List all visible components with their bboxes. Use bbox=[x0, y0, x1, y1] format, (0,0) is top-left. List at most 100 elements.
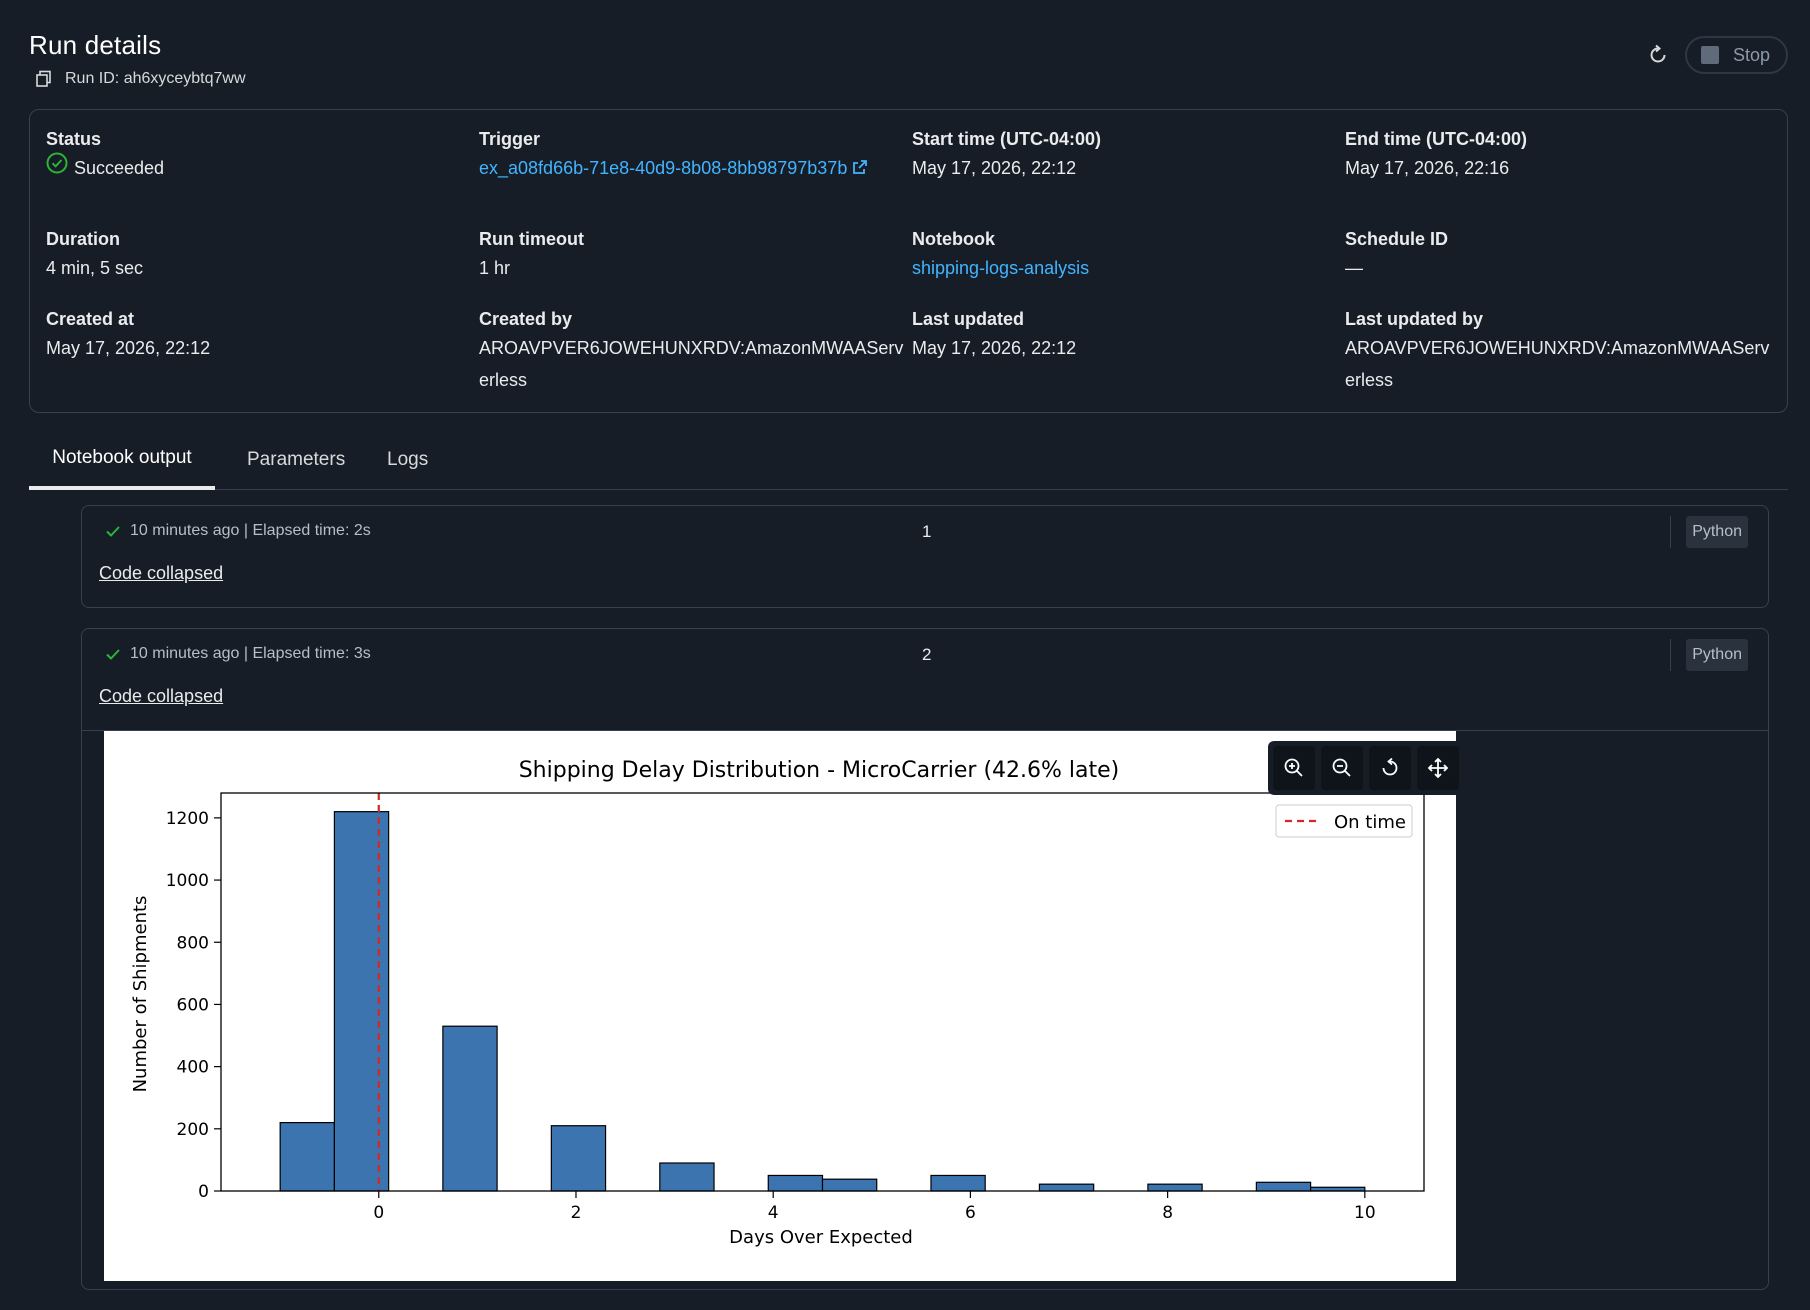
duration-field: Duration 4 min, 5 sec bbox=[46, 228, 476, 284]
run-details-panel: Status Succeeded Trigger ex_a08fd66b-71e… bbox=[29, 109, 1788, 413]
y-ticks-group: 0 200 400 600 800 1000 1200 bbox=[166, 809, 221, 1202]
chart-output: Shipping Delay Distribution - MicroCarri… bbox=[104, 731, 1456, 1281]
check-icon bbox=[104, 645, 122, 663]
zoom-out-icon bbox=[1332, 758, 1351, 777]
legend-label: On time bbox=[1334, 812, 1406, 833]
status-field: Status Succeeded bbox=[46, 128, 476, 184]
histogram-bar bbox=[550, 1125, 607, 1192]
notebook-label: Notebook bbox=[912, 229, 995, 249]
y-tick-label: 200 bbox=[177, 1120, 209, 1140]
page-header: Run details Run ID: ah6xyceybtq7ww Stop bbox=[29, 30, 1788, 94]
chart-zoom-toolbar bbox=[1268, 741, 1464, 795]
y-axis-label: Number of Shipments bbox=[130, 896, 151, 1093]
pan-button[interactable] bbox=[1417, 746, 1459, 790]
stop-button[interactable]: Stop bbox=[1684, 36, 1788, 74]
reset-icon bbox=[1382, 757, 1398, 776]
check-icon bbox=[104, 522, 122, 540]
language-badge: Python bbox=[1686, 639, 1748, 671]
last-updated-by-label: Last updated by bbox=[1345, 309, 1484, 329]
end-time-value: May 17, 2026, 22:16 bbox=[1345, 158, 1510, 178]
duration-value: 4 min, 5 sec bbox=[46, 258, 144, 278]
tab-logs[interactable]: Logs bbox=[387, 449, 429, 470]
end-time-field: End time (UTC-04:00) May 17, 2026, 22:16 bbox=[1345, 128, 1775, 184]
y-tick-label: 800 bbox=[177, 933, 209, 953]
chart-title: Shipping Delay Distribution - MicroCarri… bbox=[519, 758, 1120, 783]
histogram-bar bbox=[279, 1121, 335, 1192]
output-tabs: Notebook output Parameters Logs bbox=[29, 430, 1788, 490]
histogram-bar bbox=[333, 811, 390, 1192]
histogram-bar bbox=[1147, 1183, 1203, 1192]
histogram-bar bbox=[1038, 1183, 1095, 1192]
schedule-id-value: — bbox=[1345, 258, 1363, 278]
code-collapsed-toggle[interactable]: Code collapsed bbox=[99, 686, 224, 706]
zoom-in-button[interactable] bbox=[1273, 746, 1315, 790]
last-updated-by-field: Last updated by AROAVPVER6JOWEHUNXRDV:Am… bbox=[1345, 308, 1775, 396]
status-value-row: Succeeded bbox=[46, 152, 476, 184]
last-updated-field: Last updated May 17, 2026, 22:12 bbox=[912, 308, 1342, 364]
histogram-bar bbox=[442, 1025, 498, 1192]
external-link-icon[interactable] bbox=[852, 153, 868, 185]
x-tick-label: 10 bbox=[1354, 1203, 1376, 1223]
duration-label: Duration bbox=[46, 229, 120, 249]
trigger-label: Trigger bbox=[479, 129, 541, 149]
status-value: Succeeded bbox=[74, 158, 165, 178]
zoom-out-button[interactable] bbox=[1321, 746, 1363, 790]
y-tick-label: 400 bbox=[177, 1058, 209, 1078]
last-updated-label: Last updated bbox=[912, 309, 1025, 329]
y-tick-label: 0 bbox=[198, 1182, 209, 1202]
created-by-field: Created by AROAVPVER6JOWEHUNXRDV:AmazonM… bbox=[479, 308, 909, 396]
last-updated-by-value: AROAVPVER6JOWEHUNXRDV:AmazonMWAAServerle… bbox=[1345, 338, 1770, 390]
x-axis-label: Days Over Expected bbox=[729, 1227, 913, 1248]
cell-number: 2 bbox=[922, 645, 932, 664]
start-time-label: Start time (UTC-04:00) bbox=[912, 129, 1102, 149]
copy-icon[interactable] bbox=[35, 70, 53, 88]
refresh-icon bbox=[1650, 44, 1666, 63]
header-actions: Stop bbox=[1645, 36, 1788, 74]
notebook-link[interactable]: shipping-logs-analysis bbox=[912, 258, 1090, 278]
x-tick-label: 2 bbox=[571, 1203, 582, 1223]
created-by-value: AROAVPVER6JOWEHUNXRDV:AmazonMWAAServerle… bbox=[479, 338, 904, 390]
page-title: Run details bbox=[29, 30, 162, 60]
pan-icon bbox=[1427, 757, 1449, 779]
notebook-field: Notebook shipping-logs-analysis bbox=[912, 228, 1342, 284]
cell-divider bbox=[1670, 639, 1671, 671]
tab-notebook-output[interactable]: Notebook output bbox=[29, 430, 215, 490]
zoom-in-icon bbox=[1284, 758, 1303, 777]
histogram-chart: Shipping Delay Distribution - MicroCarri… bbox=[130, 758, 1425, 1248]
x-tick-label: 4 bbox=[768, 1203, 779, 1223]
schedule-id-label: Schedule ID bbox=[1345, 229, 1449, 249]
stop-label: Stop bbox=[1732, 44, 1770, 65]
status-label: Status bbox=[46, 129, 102, 149]
created-at-field: Created at May 17, 2026, 22:12 bbox=[46, 308, 476, 364]
x-tick-label: 8 bbox=[1162, 1203, 1173, 1223]
plot-frame bbox=[220, 792, 1425, 1192]
histogram-bar bbox=[659, 1162, 715, 1192]
bars-group bbox=[279, 793, 1366, 1192]
histogram-bar bbox=[930, 1174, 986, 1192]
code-collapsed-toggle[interactable]: Code collapsed bbox=[99, 563, 224, 583]
run-timeout-value: 1 hr bbox=[479, 258, 511, 278]
legend: On time bbox=[1275, 804, 1413, 838]
run-timeout-label: Run timeout bbox=[479, 229, 584, 249]
x-tick-label: 0 bbox=[373, 1203, 384, 1223]
cell-number: 1 bbox=[922, 522, 932, 541]
tab-parameters[interactable]: Parameters bbox=[247, 449, 346, 470]
run-id-text: Run ID: ah6xyceybtq7ww bbox=[65, 70, 246, 87]
y-tick-label: 600 bbox=[177, 995, 209, 1015]
cell-meta: 10 minutes ago | Elapsed time: 2s bbox=[104, 522, 371, 540]
created-by-label: Created by bbox=[479, 309, 573, 329]
trigger-field: Trigger ex_a08fd66b-71e8-40d9-8b08-8bb98… bbox=[479, 128, 909, 185]
trigger-link[interactable]: ex_a08fd66b-71e8-40d9-8b08-8bb98797b37b bbox=[479, 158, 848, 178]
language-badge: Python bbox=[1686, 516, 1748, 548]
schedule-id-field: Schedule ID — bbox=[1345, 228, 1775, 284]
success-check-icon bbox=[46, 152, 68, 184]
histogram-bar bbox=[767, 1174, 824, 1192]
end-time-label: End time (UTC-04:00) bbox=[1345, 129, 1528, 149]
x-tick-label: 6 bbox=[965, 1203, 976, 1223]
reset-zoom-button[interactable] bbox=[1369, 746, 1411, 790]
start-time-field: Start time (UTC-04:00) May 17, 2026, 22:… bbox=[912, 128, 1342, 184]
x-ticks-group: 0 2 4 6 8 10 bbox=[373, 1191, 1376, 1223]
refresh-button[interactable] bbox=[1645, 42, 1671, 68]
run-id-row: Run ID: ah6xyceybtq7ww bbox=[35, 70, 246, 88]
cell-divider bbox=[1670, 516, 1671, 548]
